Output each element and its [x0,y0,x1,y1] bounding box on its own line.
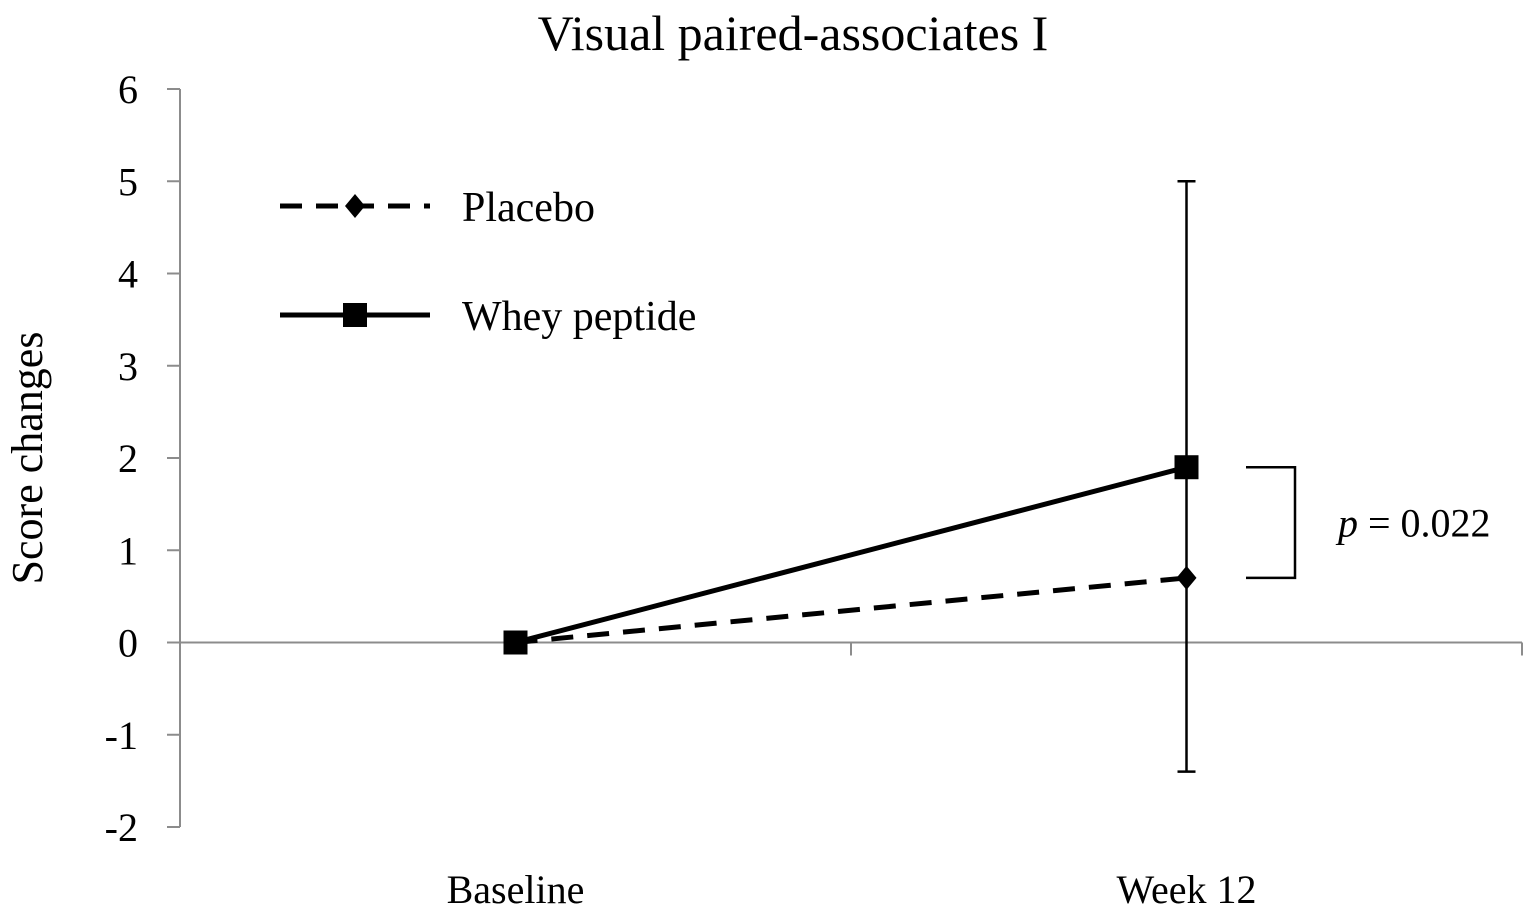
y-axis-label: Score changes [3,332,52,585]
legend-marker [345,194,365,218]
y-tick-label: 2 [118,436,138,481]
series-line-segment [514,464,1188,645]
x-tick-label: Week 12 [1116,867,1256,909]
series-line-segment [515,575,1187,645]
chart-title: Visual paired-associates I [538,5,1049,61]
data-point [503,630,528,655]
significance-annotation: p = 0.022 [1246,465,1491,580]
p-value-label: p = 0.022 [1335,501,1491,546]
series-placebo [505,565,1197,655]
y-tick-label: -1 [105,713,138,758]
axes: -2 -1 0 1 2 3 4 5 6 Baseline Week 12 [105,67,1523,909]
legend-label: Placebo [462,185,595,231]
series-whey-peptide [503,180,1199,773]
significance-bracket [1246,465,1297,580]
x-tick-label: Baseline [447,867,585,909]
series-layer [503,180,1199,773]
y-tick-label: 3 [118,344,138,389]
y-tick-label: 6 [118,67,138,112]
data-point [1174,455,1199,480]
y-tick-label: 0 [118,621,138,666]
y-tick-label: 5 [118,159,138,204]
legend-label: Whey peptide [462,294,696,340]
legend: Placebo Whey peptide [280,185,696,340]
y-tick-label: -2 [105,805,138,850]
y-tick-label: 1 [118,528,138,573]
y-tick-label: 4 [118,252,138,297]
legend-marker [343,303,367,327]
